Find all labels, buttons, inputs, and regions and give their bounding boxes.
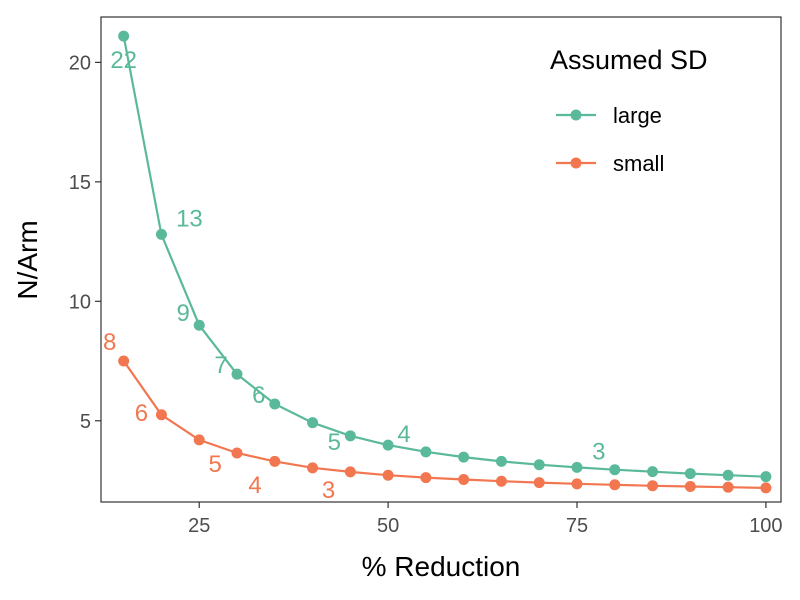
data-point-small <box>231 447 243 459</box>
legend-label-large: large <box>613 103 662 128</box>
data-point-large <box>118 30 130 42</box>
y-tick-label: 15 <box>69 172 91 194</box>
data-point-large <box>344 430 356 442</box>
data-point-large <box>647 466 659 478</box>
data-point-small <box>609 479 621 491</box>
series-layer <box>118 30 772 494</box>
x-tick-label: 75 <box>566 515 588 537</box>
data-point-large <box>609 464 621 476</box>
plot-panel <box>100 16 782 503</box>
data-point-large <box>269 398 281 410</box>
data-point-large <box>420 446 432 458</box>
x-tick-label: 100 <box>749 515 782 537</box>
data-point-small <box>760 482 772 494</box>
data-label-small: 3 <box>322 477 335 504</box>
data-point-small <box>571 478 583 490</box>
data-label-large: 3 <box>592 439 605 466</box>
data-point-large <box>533 459 545 471</box>
legend-key-point <box>570 109 582 121</box>
y-tick-label: 5 <box>80 411 91 433</box>
x-axis: 25 50 75 100 <box>188 502 783 537</box>
x-tick-label: 50 <box>377 515 399 537</box>
data-label-large: 4 <box>397 421 410 448</box>
data-label-large: 9 <box>177 300 190 327</box>
data-label-large: 7 <box>214 352 227 379</box>
data-point-small <box>269 455 281 467</box>
y-axis-title: N/Arm <box>12 220 43 299</box>
y-axis: 5 10 15 20 <box>69 52 101 433</box>
data-point-large <box>155 228 167 240</box>
data-point-small <box>458 474 470 486</box>
data-point-small <box>533 477 545 489</box>
data-point-small <box>647 480 659 492</box>
data-point-small <box>344 466 356 478</box>
legend: Assumed SD large small <box>550 45 708 176</box>
data-point-small <box>307 462 319 474</box>
data-label-large: 5 <box>328 429 341 456</box>
data-point-small <box>382 469 394 481</box>
data-point-large <box>684 468 696 480</box>
data-point-small <box>193 434 205 446</box>
y-tick-label: 10 <box>69 291 91 313</box>
data-point-small <box>495 475 507 487</box>
y-tick-label: 20 <box>69 52 91 74</box>
data-point-large <box>458 451 470 463</box>
x-tick-label: 25 <box>188 515 210 537</box>
data-point-large <box>193 319 205 331</box>
data-label-small: 4 <box>248 472 261 499</box>
data-label-small: 8 <box>103 329 116 356</box>
data-point-large <box>307 417 319 429</box>
data-label-small: 6 <box>135 400 148 427</box>
data-point-small <box>722 481 734 493</box>
data-point-small <box>118 355 130 367</box>
series-line-small <box>122 360 766 489</box>
data-point-large <box>231 368 243 380</box>
data-point-large <box>760 471 772 483</box>
data-point-small <box>684 480 696 492</box>
data-point-large <box>382 439 394 451</box>
legend-label-small: small <box>613 151 664 176</box>
data-label-large: 6 <box>252 382 265 409</box>
data-point-small <box>155 409 167 421</box>
data-label-small: 5 <box>209 451 222 478</box>
data-point-large <box>571 461 583 473</box>
legend-key-point <box>570 157 582 169</box>
data-point-large <box>722 469 734 481</box>
data-point-small <box>420 472 432 484</box>
data-label-large: 22 <box>110 47 137 74</box>
x-axis-title: % Reduction <box>362 551 521 582</box>
data-label-large: 13 <box>176 205 203 232</box>
data-point-large <box>495 455 507 467</box>
legend-title: Assumed SD <box>550 45 708 75</box>
series-line-large <box>122 35 766 478</box>
